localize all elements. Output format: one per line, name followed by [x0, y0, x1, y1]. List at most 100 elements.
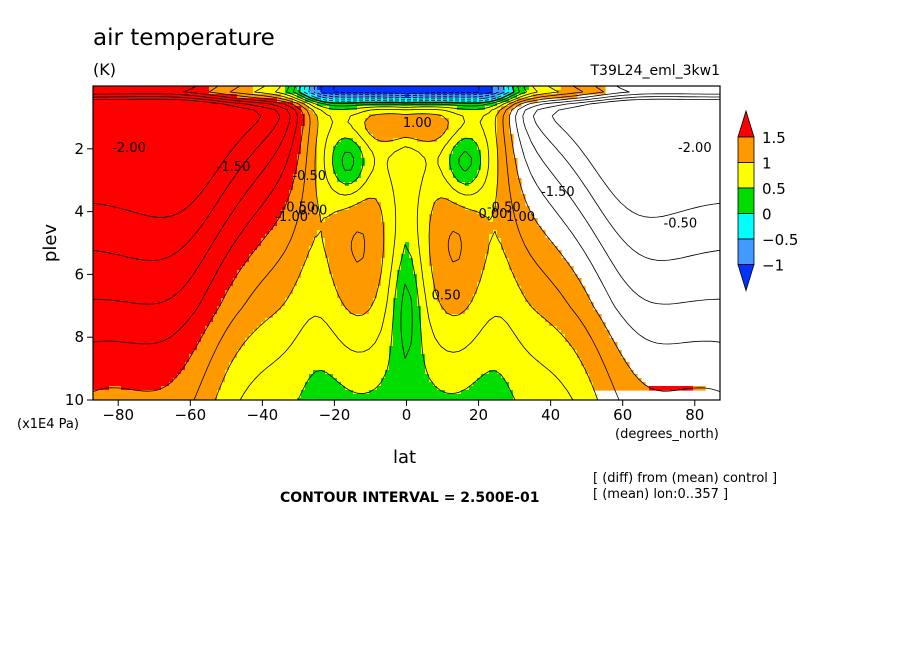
field-cell — [249, 334, 394, 339]
field-cell — [205, 326, 258, 331]
field-cell — [449, 162, 482, 167]
field-cell — [301, 146, 318, 151]
field-cell — [361, 154, 450, 159]
field-cell — [381, 378, 430, 383]
contour-labels: -2.00-1.50-1.00-0.500.00-0.501.000.500.0… — [112, 116, 711, 304]
field-cell — [93, 290, 226, 295]
y-unit-label: (x1E4 Pa) — [17, 417, 79, 432]
field-cell — [369, 390, 446, 395]
field-cell — [393, 318, 422, 323]
colorbar-segment — [737, 187, 755, 214]
field-cell — [93, 114, 306, 119]
field-cell — [345, 306, 370, 311]
colorbar-tick-label: −0.5 — [762, 231, 798, 249]
field-cell — [249, 254, 310, 259]
field-cell — [449, 122, 498, 127]
field-cell — [229, 286, 294, 291]
field-cell — [457, 202, 498, 207]
field-cell — [93, 246, 258, 251]
field-cell — [217, 390, 302, 395]
field-cell — [421, 334, 566, 339]
field-cell — [333, 282, 382, 287]
field-cell — [333, 274, 382, 279]
field-cell — [349, 182, 466, 187]
field-cell — [233, 278, 298, 283]
field-cell — [309, 374, 334, 379]
field-cell — [385, 250, 406, 255]
field-cell — [93, 294, 226, 299]
field-cell — [237, 94, 282, 99]
field-cell — [577, 350, 622, 355]
field-cell — [493, 90, 506, 95]
chart-title: air temperature — [93, 25, 275, 51]
field-cell — [421, 318, 546, 323]
field-cell — [513, 398, 598, 400]
run-name: T39L24_eml_3kw1 — [590, 63, 721, 79]
field-cell — [221, 298, 286, 303]
field-cell — [497, 202, 526, 207]
field-cell — [209, 86, 254, 91]
field-cell — [325, 370, 386, 375]
field-cell — [273, 314, 394, 319]
field-cell — [297, 170, 318, 175]
field-cell — [93, 254, 250, 259]
y-tick-label: 2 — [74, 140, 84, 158]
contour-line — [93, 86, 720, 345]
field-cell — [333, 374, 386, 379]
field-cell — [533, 94, 578, 99]
contour-interval: CONTOUR INTERVAL = 2.500E-01 — [280, 490, 539, 506]
field-cell — [485, 258, 510, 263]
field-cell — [93, 282, 234, 287]
note-mean-lon: [ (mean) lon:0..357 ] — [593, 487, 728, 502]
field-cell — [585, 370, 634, 375]
field-cell — [349, 206, 382, 211]
field-cell — [297, 278, 334, 283]
field-cell — [413, 266, 434, 271]
field-cell — [477, 174, 498, 179]
field-cell — [225, 294, 290, 299]
field-cell — [393, 342, 422, 347]
field-cell — [317, 102, 498, 107]
field-cell — [421, 350, 578, 355]
field-cell — [505, 86, 514, 91]
field-cell — [509, 94, 518, 99]
field-cell — [497, 230, 546, 235]
contour-line — [313, 86, 500, 99]
field-cell — [357, 142, 458, 147]
field-cell — [317, 138, 342, 143]
field-cell — [297, 166, 318, 171]
field-cell — [445, 130, 498, 135]
note-diff: [ (diff) from (mean) control ] — [593, 471, 777, 486]
field-cell — [337, 174, 362, 179]
field-cell — [513, 390, 594, 395]
field-cell — [93, 126, 302, 131]
field-cell — [297, 154, 318, 159]
x-axis: −80 −60 −40 −20 0 20 40 60 80 — [102, 400, 704, 424]
field-cell — [489, 250, 506, 255]
field-cell — [381, 206, 434, 211]
field-cell — [521, 290, 586, 295]
field-cell — [389, 346, 422, 351]
field-cell — [537, 310, 598, 315]
contour-label: 0.50 — [432, 289, 461, 304]
field-cell — [429, 238, 490, 243]
field-cell — [381, 270, 398, 275]
field-cell — [333, 146, 362, 151]
field-cell — [437, 198, 450, 203]
field-cell — [457, 178, 474, 183]
field-cell — [509, 386, 594, 391]
field-cell — [205, 330, 254, 335]
field-cell — [561, 86, 606, 91]
field-cell — [469, 386, 510, 391]
field-cell — [317, 150, 334, 155]
x-tick-label: −20 — [319, 406, 351, 424]
field-cell — [305, 382, 342, 387]
contour-label: -0.50 — [282, 201, 316, 216]
field-cell — [485, 262, 510, 267]
colorbar-tick-label: −1 — [762, 257, 784, 275]
field-cell — [489, 370, 498, 375]
field-cell — [265, 318, 394, 323]
field-cell — [481, 154, 498, 159]
field-cell — [429, 254, 486, 259]
